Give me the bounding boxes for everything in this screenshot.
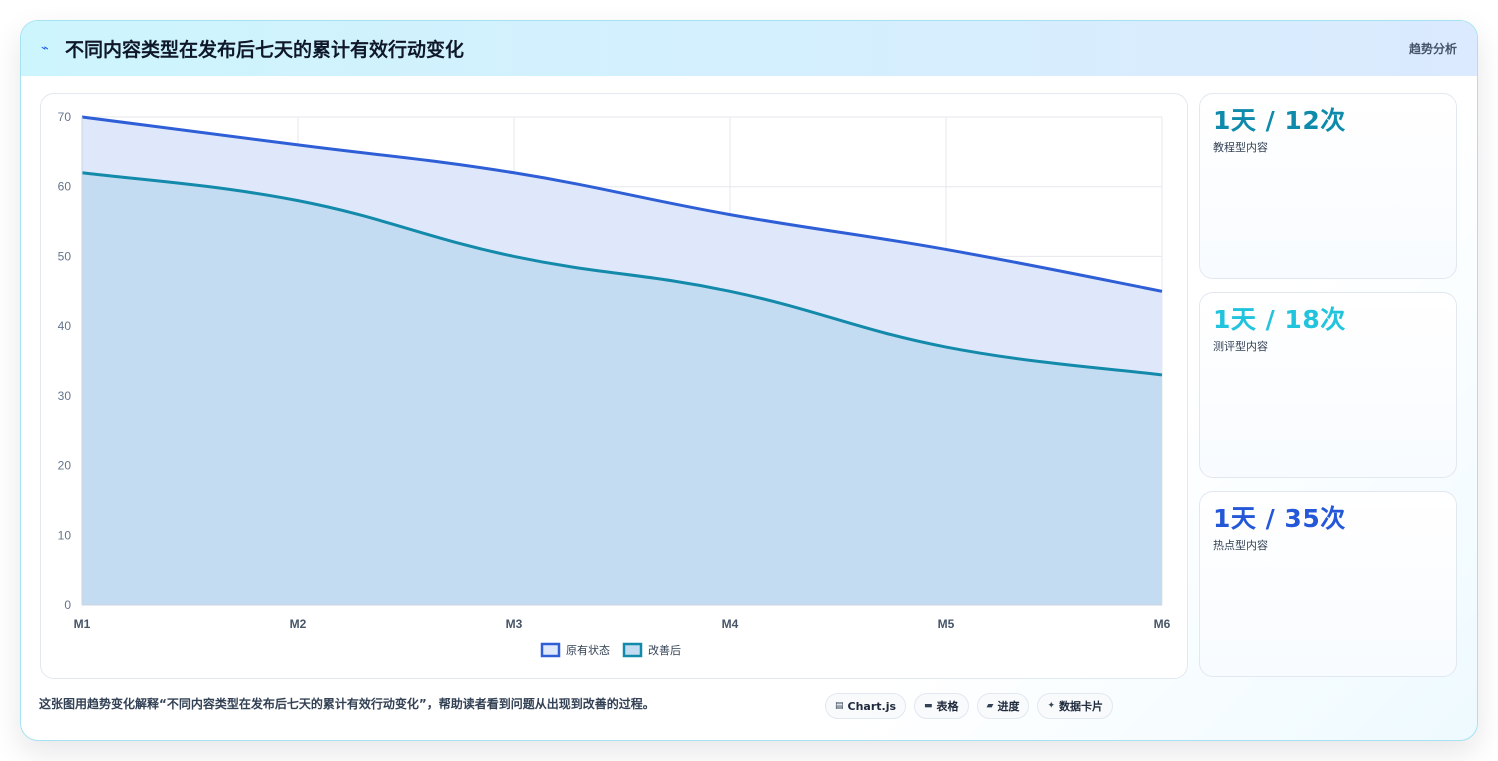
chip-table[interactable]: ▬ 表格 [914, 693, 969, 719]
chip-label: 数据卡片 [1059, 700, 1104, 713]
legend-label: 原有状态 [566, 643, 610, 657]
y-tick-label: 50 [58, 249, 72, 263]
legend-label: 改善后 [648, 643, 681, 657]
chip-chartjs[interactable]: ▤ Chart.js [825, 693, 907, 719]
series-line-0 [81, 115, 1163, 293]
data-point [512, 254, 516, 258]
data-point [296, 143, 300, 147]
data-point [728, 289, 732, 293]
chip-data-cards[interactable]: ✦ 数据卡片 [1037, 693, 1114, 719]
stat-card-review: 1天 / 18次 测评型内容 [1199, 292, 1457, 478]
card-header: ⌁ 不同内容类型在发布后七天的累计有效行动变化 趋势分析 [21, 21, 1477, 76]
area-chart: 0 10 20 30 40 50 60 70 M1 M2 M3 M4 M5 M6 原有状态 改善后 [58, 110, 1171, 658]
sparkle-icon: ✦ [1047, 701, 1056, 711]
stat-value: 1天 / 18次 [1213, 305, 1346, 334]
stat-card-tutorial: 1天 / 12次 教程型内容 [1199, 93, 1457, 279]
stat-card-hot: 1天 / 35次 热点型内容 [1199, 491, 1457, 677]
y-tick-label: 0 [64, 598, 71, 612]
table-icon: ▬ [924, 701, 933, 711]
data-point [728, 213, 732, 217]
x-tick-label: M1 [74, 617, 91, 631]
page-title: 不同内容类型在发布后七天的累计有效行动变化 [65, 39, 465, 61]
series-area-1 [82, 172, 1162, 605]
stat-label: 热点型内容 [1213, 539, 1268, 552]
x-tick-label: M4 [722, 617, 739, 631]
stat-value: 1天 / 35次 [1213, 504, 1346, 533]
chart-panel: 0 10 20 30 40 50 60 70 M1 M2 M3 M4 M5 M6 原有状态 改善后 [40, 93, 1188, 679]
chip-label: Chart.js [847, 699, 897, 713]
y-tick-label: 10 [58, 528, 72, 542]
chip-label: 进度 [997, 700, 1020, 713]
data-point [1160, 289, 1164, 293]
legend-swatch [540, 642, 561, 658]
chart-icon: ▤ [835, 701, 844, 711]
chart-card: ⌁ 不同内容类型在发布后七天的累计有效行动变化 趋势分析 0 10 20 30 40 50… [20, 20, 1478, 741]
data-point [296, 199, 300, 203]
data-point [944, 345, 948, 349]
y-tick-label: 40 [58, 319, 72, 333]
data-point [1160, 373, 1164, 377]
y-tick-label: 70 [58, 110, 72, 124]
chip-progress[interactable]: ▰ 进度 [976, 693, 1030, 719]
lightning-icon: ⌁ [41, 40, 49, 56]
stat-label: 教程型内容 [1213, 141, 1268, 154]
y-tick-label: 60 [58, 180, 72, 194]
stat-value: 1天 / 12次 [1213, 106, 1346, 135]
x-tick-label: M6 [1154, 617, 1171, 631]
stat-label: 测评型内容 [1213, 340, 1268, 353]
y-tick-label: 20 [58, 459, 72, 473]
y-tick-label: 30 [58, 389, 72, 403]
trend-analysis-tag: 趋势分析 [1408, 42, 1457, 56]
progress-icon: ▰ [986, 701, 994, 711]
data-point [944, 247, 948, 251]
series-line-1 [81, 171, 1163, 377]
x-tick-label: M2 [290, 617, 307, 631]
chart-description: 这张图用趋势变化解释“不同内容类型在发布后七天的累计有效行动变化”，帮助读者看到… [39, 697, 655, 711]
data-point [512, 171, 516, 175]
tech-chips: ▤ Chart.js ▬ 表格 ▰ 进度 ✦ 数据卡片 [825, 693, 1114, 719]
chip-label: 表格 [936, 700, 959, 713]
legend-swatch [622, 642, 643, 658]
x-tick-label: M5 [938, 617, 955, 631]
x-tick-label: M3 [506, 617, 523, 631]
